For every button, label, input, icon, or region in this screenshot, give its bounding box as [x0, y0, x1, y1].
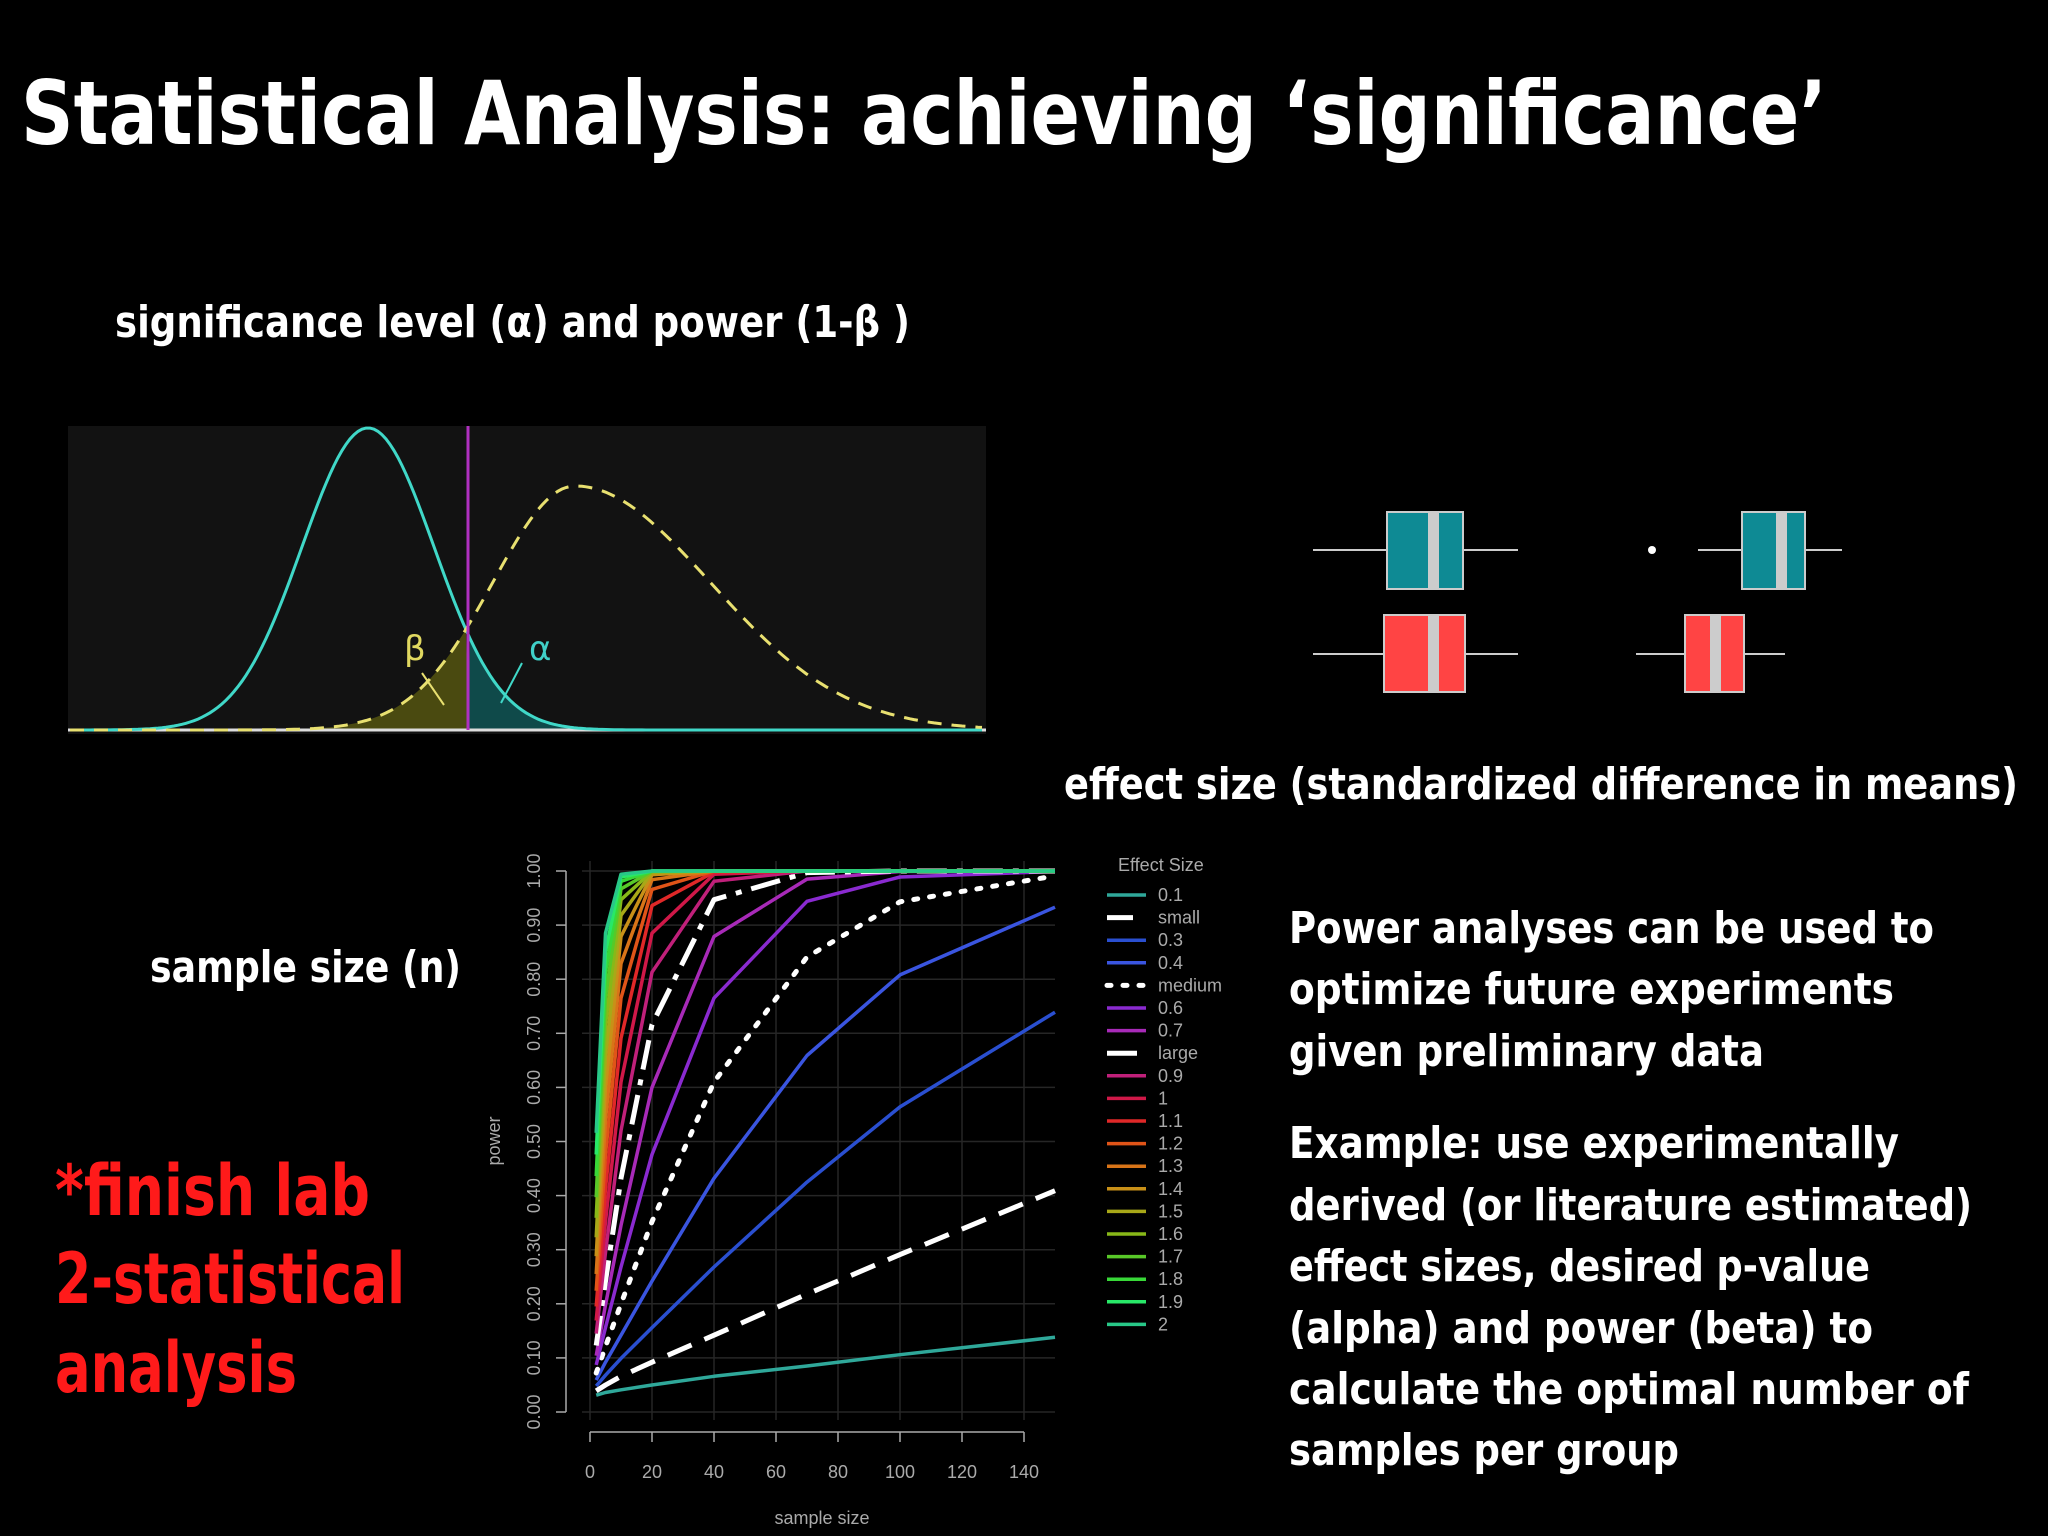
- legend-label: 1.2: [1158, 1134, 1183, 1154]
- power-curve: [595, 1335, 1056, 1397]
- y-tick-label: 0.90: [524, 908, 544, 943]
- x-tick-label: 20: [642, 1462, 662, 1482]
- power-curve: [594, 869, 1056, 1366]
- body-line: (alpha) and power (beta) to: [1289, 1303, 1873, 1354]
- y-axis-label: power: [484, 1116, 504, 1165]
- power-curve: [593, 873, 1058, 1376]
- body-line: effect sizes, desired p-value: [1289, 1241, 1870, 1292]
- x-tick-label: 140: [1009, 1462, 1039, 1482]
- panel-background: [68, 426, 986, 734]
- alpha-label: α: [529, 629, 551, 669]
- boxplots: [1313, 511, 1842, 693]
- power-curve: [594, 869, 1055, 1133]
- legend-label: 0.9: [1158, 1066, 1183, 1086]
- y-tick-label: 0.60: [524, 1070, 544, 1105]
- median: [1428, 511, 1439, 590]
- y-tick-label: 0.30: [524, 1232, 544, 1267]
- box: [1386, 511, 1464, 590]
- legend-label: 1.7: [1158, 1247, 1183, 1267]
- body-line: given preliminary data: [1289, 1026, 1764, 1077]
- null-curve: [70, 426, 982, 732]
- legend-label: 0.1: [1158, 885, 1183, 905]
- legend-label: 1.4: [1158, 1179, 1183, 1199]
- legend-label: 1.3: [1158, 1156, 1183, 1176]
- y-tick-label: 0.00: [524, 1394, 544, 1429]
- legend-label: 1.1: [1158, 1111, 1183, 1131]
- legend-label: 2: [1158, 1314, 1168, 1334]
- legend-label: 1.5: [1158, 1201, 1183, 1221]
- body-line: Power analyses can be used to: [1289, 903, 1934, 954]
- median: [1776, 511, 1787, 590]
- legend-label: 1.9: [1158, 1292, 1183, 1312]
- beta-label: β: [404, 629, 426, 669]
- legend-label: 0.6: [1158, 998, 1183, 1018]
- power-curve: [594, 1188, 1056, 1394]
- y-tick-label: 0.10: [524, 1340, 544, 1375]
- slide-title: Statistical Analysis: achieving ‘signifi…: [21, 62, 1827, 165]
- median: [1710, 614, 1721, 693]
- beta-area: [70, 629, 468, 730]
- body-line: Example: use experimentally: [1289, 1118, 1899, 1169]
- legend-label: 1.8: [1158, 1269, 1183, 1289]
- effect-size-caption: effect size (standardized difference in …: [1064, 759, 2018, 810]
- legend-label: medium: [1158, 975, 1222, 995]
- power-chart: 0.000.100.200.300.400.500.600.700.800.90…: [484, 853, 1222, 1528]
- y-tick-label: 1.00: [524, 853, 544, 888]
- body-line: optimize future experiments: [1289, 964, 1894, 1015]
- x-tick-label: 100: [885, 1462, 915, 1482]
- legend-label: 0.7: [1158, 1021, 1183, 1041]
- note-line: *finish lab: [55, 1150, 370, 1232]
- x-axis-label: sample size: [774, 1508, 869, 1528]
- x-tick-label: 120: [947, 1462, 977, 1482]
- y-tick-label: 0.70: [524, 1016, 544, 1051]
- subtitle: significance level (α) and power (1-β ): [115, 297, 910, 348]
- legend-label: small: [1158, 908, 1200, 928]
- beta-pointer: [421, 672, 445, 706]
- power-curve: [594, 905, 1056, 1381]
- legend-title: Effect Size: [1118, 855, 1204, 875]
- x-tick-label: 80: [828, 1462, 848, 1482]
- body-line: derived (or literature estimated): [1289, 1180, 1972, 1231]
- box: [1383, 614, 1466, 693]
- alt-curve: [70, 484, 983, 732]
- x-tick-label: 60: [766, 1462, 786, 1482]
- alpha-area: [468, 638, 984, 730]
- median: [1428, 614, 1439, 693]
- legend-label: large: [1158, 1043, 1198, 1063]
- y-tick-label: 0.50: [524, 1124, 544, 1159]
- outlier: [1648, 546, 1656, 554]
- alpha-pointer: [500, 662, 523, 704]
- body-line: samples per group: [1289, 1425, 1679, 1476]
- y-tick-label: 0.80: [524, 962, 544, 997]
- x-tick-label: 0: [585, 1462, 595, 1482]
- note-line: 2-statistical: [55, 1238, 405, 1320]
- power-curve: [594, 1010, 1056, 1388]
- y-tick-label: 0.40: [524, 1178, 544, 1213]
- distribution-panel: [68, 426, 986, 734]
- body-line: calculate the optimal number of: [1289, 1364, 1970, 1415]
- legend-label: 0.4: [1158, 953, 1183, 973]
- legend-label: 1: [1158, 1088, 1168, 1108]
- y-tick-label: 0.20: [524, 1286, 544, 1321]
- note-line: analysis: [55, 1327, 297, 1409]
- box: [1741, 511, 1806, 590]
- legend-label: 0.3: [1158, 930, 1183, 950]
- x-tick-label: 40: [704, 1462, 724, 1482]
- sample-size-caption: sample size (n): [150, 942, 461, 993]
- legend-label: 1.6: [1158, 1224, 1183, 1244]
